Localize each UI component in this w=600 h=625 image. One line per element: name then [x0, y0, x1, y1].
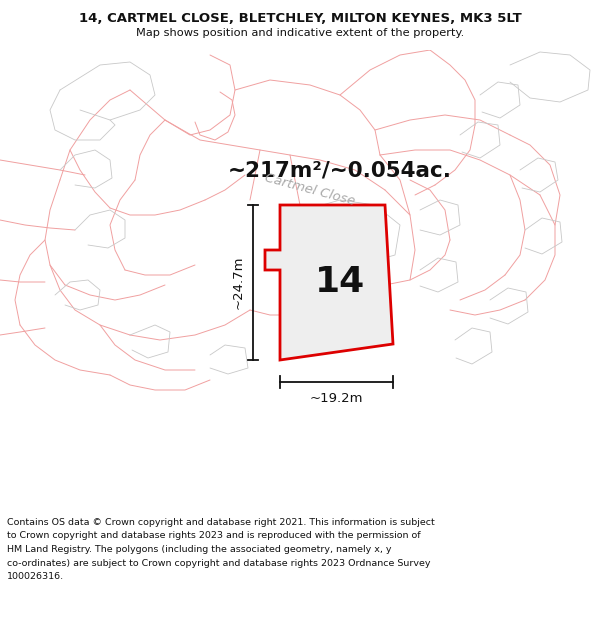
Text: ~24.7m: ~24.7m	[232, 256, 245, 309]
Text: co-ordinates) are subject to Crown copyright and database rights 2023 Ordnance S: co-ordinates) are subject to Crown copyr…	[7, 559, 431, 568]
Text: 14, CARTMEL CLOSE, BLETCHLEY, MILTON KEYNES, MK3 5LT: 14, CARTMEL CLOSE, BLETCHLEY, MILTON KEY…	[79, 12, 521, 26]
Text: HM Land Registry. The polygons (including the associated geometry, namely x, y: HM Land Registry. The polygons (includin…	[7, 545, 392, 554]
Text: Map shows position and indicative extent of the property.: Map shows position and indicative extent…	[136, 28, 464, 38]
Text: Contains OS data © Crown copyright and database right 2021. This information is : Contains OS data © Crown copyright and d…	[7, 518, 435, 527]
Text: Cartmel Close: Cartmel Close	[263, 172, 356, 208]
Text: 100026316.: 100026316.	[7, 572, 64, 581]
Text: ~19.2m: ~19.2m	[310, 392, 363, 405]
Text: 14: 14	[315, 265, 365, 299]
Text: to Crown copyright and database rights 2023 and is reproduced with the permissio: to Crown copyright and database rights 2…	[7, 531, 421, 541]
Text: ~217m²/~0.054ac.: ~217m²/~0.054ac.	[228, 160, 452, 180]
Polygon shape	[265, 205, 393, 360]
